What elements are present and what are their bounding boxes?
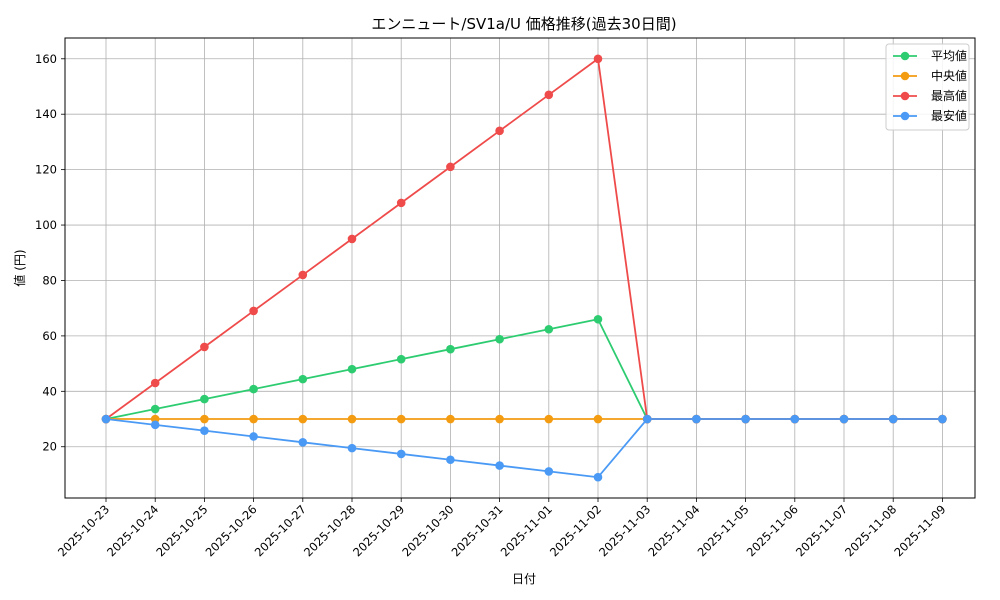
y-tick-label: 40 (42, 384, 57, 398)
data-point (741, 414, 750, 424)
y-tick-label: 80 (42, 273, 57, 287)
y-tick-label: 100 (35, 218, 57, 232)
data-point (347, 414, 357, 424)
data-point (888, 414, 898, 424)
data-point (593, 54, 603, 64)
data-point (200, 394, 209, 404)
data-point (495, 334, 504, 344)
data-point (249, 306, 258, 316)
data-point (396, 449, 406, 459)
data-point (347, 234, 357, 244)
data-point (495, 126, 504, 136)
data-point (495, 414, 504, 424)
data-point (298, 414, 308, 424)
data-point (396, 354, 406, 364)
data-point (839, 414, 849, 424)
data-point (101, 414, 111, 424)
data-point (298, 374, 308, 384)
data-point (544, 324, 554, 334)
data-point (249, 414, 258, 424)
chart-title: エンニュート/SV1a/U 価格推移(過去30日間) (371, 15, 676, 33)
data-point (593, 414, 603, 424)
legend-label: 中央値 (931, 68, 967, 83)
data-point (396, 414, 406, 424)
data-point (790, 414, 800, 424)
y-tick-label: 160 (35, 52, 57, 66)
data-point (495, 461, 504, 470)
legend-item: 最高値 (893, 88, 967, 103)
y-tick-label: 60 (42, 329, 57, 343)
y-axis-label: 値 (円) (12, 249, 27, 286)
legend-swatch-marker (900, 71, 910, 81)
data-point (938, 414, 947, 424)
data-point (692, 414, 701, 424)
data-point (642, 414, 652, 424)
data-point (396, 198, 406, 208)
legend-swatch-marker (900, 111, 910, 121)
data-point (150, 404, 160, 414)
legend-item: 最安値 (893, 108, 967, 123)
legend-label: 最安値 (931, 108, 967, 123)
data-point (446, 455, 455, 465)
legend-swatch-marker (900, 51, 910, 61)
x-axis-label: 日付 (512, 572, 536, 586)
data-point (200, 414, 209, 424)
data-point (544, 467, 554, 476)
y-tick-label: 140 (35, 107, 57, 121)
series-4 (101, 414, 947, 482)
data-point (249, 432, 258, 441)
data-point (347, 364, 357, 374)
data-point (446, 344, 455, 354)
data-point (200, 342, 209, 352)
data-point (298, 438, 308, 447)
data-point (150, 378, 160, 388)
data-point (249, 384, 258, 394)
legend-label: 平均値 (931, 48, 967, 63)
data-point (446, 162, 455, 172)
data-point (200, 426, 209, 435)
legend-item: 中央値 (893, 68, 967, 83)
series-line (105, 418, 943, 479)
data-point (544, 414, 554, 424)
series-group (101, 54, 947, 482)
data-point (347, 443, 357, 453)
data-point (446, 414, 455, 424)
data-point (593, 472, 603, 482)
legend-box (885, 43, 970, 131)
data-point (593, 314, 603, 324)
legend-label: 最高値 (931, 88, 967, 103)
data-point (150, 420, 160, 430)
plot-frame (64, 37, 976, 499)
y-tick-label: 20 (42, 440, 57, 454)
data-point (544, 90, 554, 100)
data-point (298, 270, 308, 280)
legend-swatch-marker (900, 91, 910, 101)
y-tick-label: 120 (35, 163, 57, 177)
legend-item: 平均値 (893, 48, 967, 63)
